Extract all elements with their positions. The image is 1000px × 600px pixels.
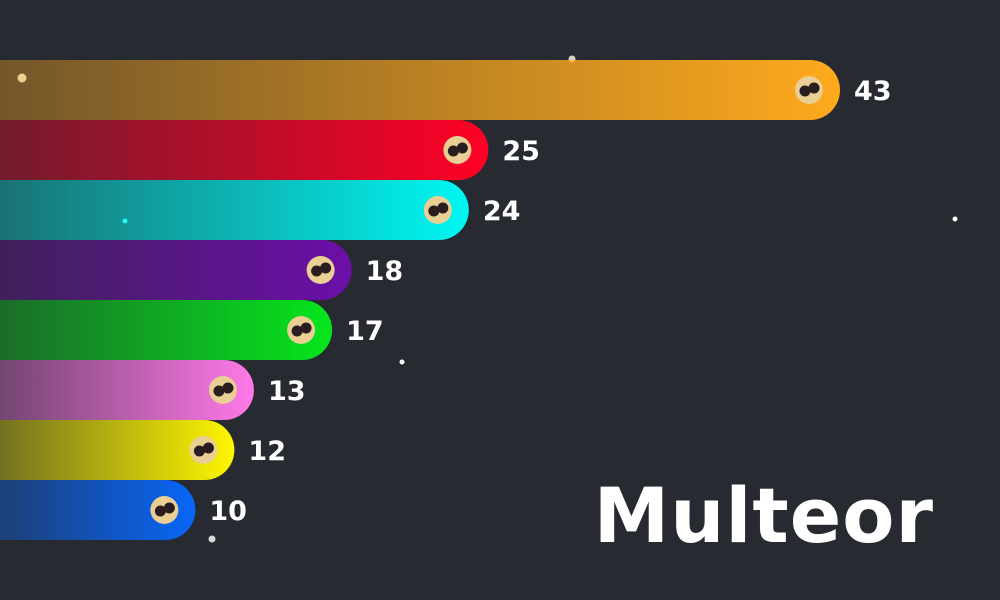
bar-value-label: 24 [483, 196, 521, 227]
bar-value-label: 10 [209, 496, 247, 527]
bar-value-label: 17 [346, 316, 384, 347]
bar [0, 300, 333, 360]
player-avatar-icon [306, 256, 335, 284]
bar [0, 480, 196, 540]
player-avatar-icon [423, 196, 452, 224]
bar [0, 120, 489, 180]
particle-dot [952, 216, 958, 222]
player-avatar-icon [443, 136, 472, 164]
player-avatar-icon [208, 376, 237, 404]
bar-value-label: 18 [366, 256, 404, 287]
bar [0, 180, 469, 240]
bar [0, 420, 235, 480]
bar-value-label: 12 [248, 436, 286, 467]
particle-dot [208, 535, 216, 543]
bar [0, 360, 254, 420]
brand-logo-text: Multeor [593, 471, 934, 560]
player-avatar-icon [287, 316, 316, 344]
player-avatar-icon [150, 496, 179, 524]
player-avatar-icon [795, 76, 823, 104]
bar-value-label: 13 [268, 376, 306, 407]
bar-value-label: 43 [854, 76, 892, 107]
player-avatar-icon [189, 436, 218, 464]
particle-dot [399, 359, 405, 365]
bar [0, 240, 352, 300]
bar-value-label: 25 [502, 136, 540, 167]
bar [0, 60, 840, 120]
